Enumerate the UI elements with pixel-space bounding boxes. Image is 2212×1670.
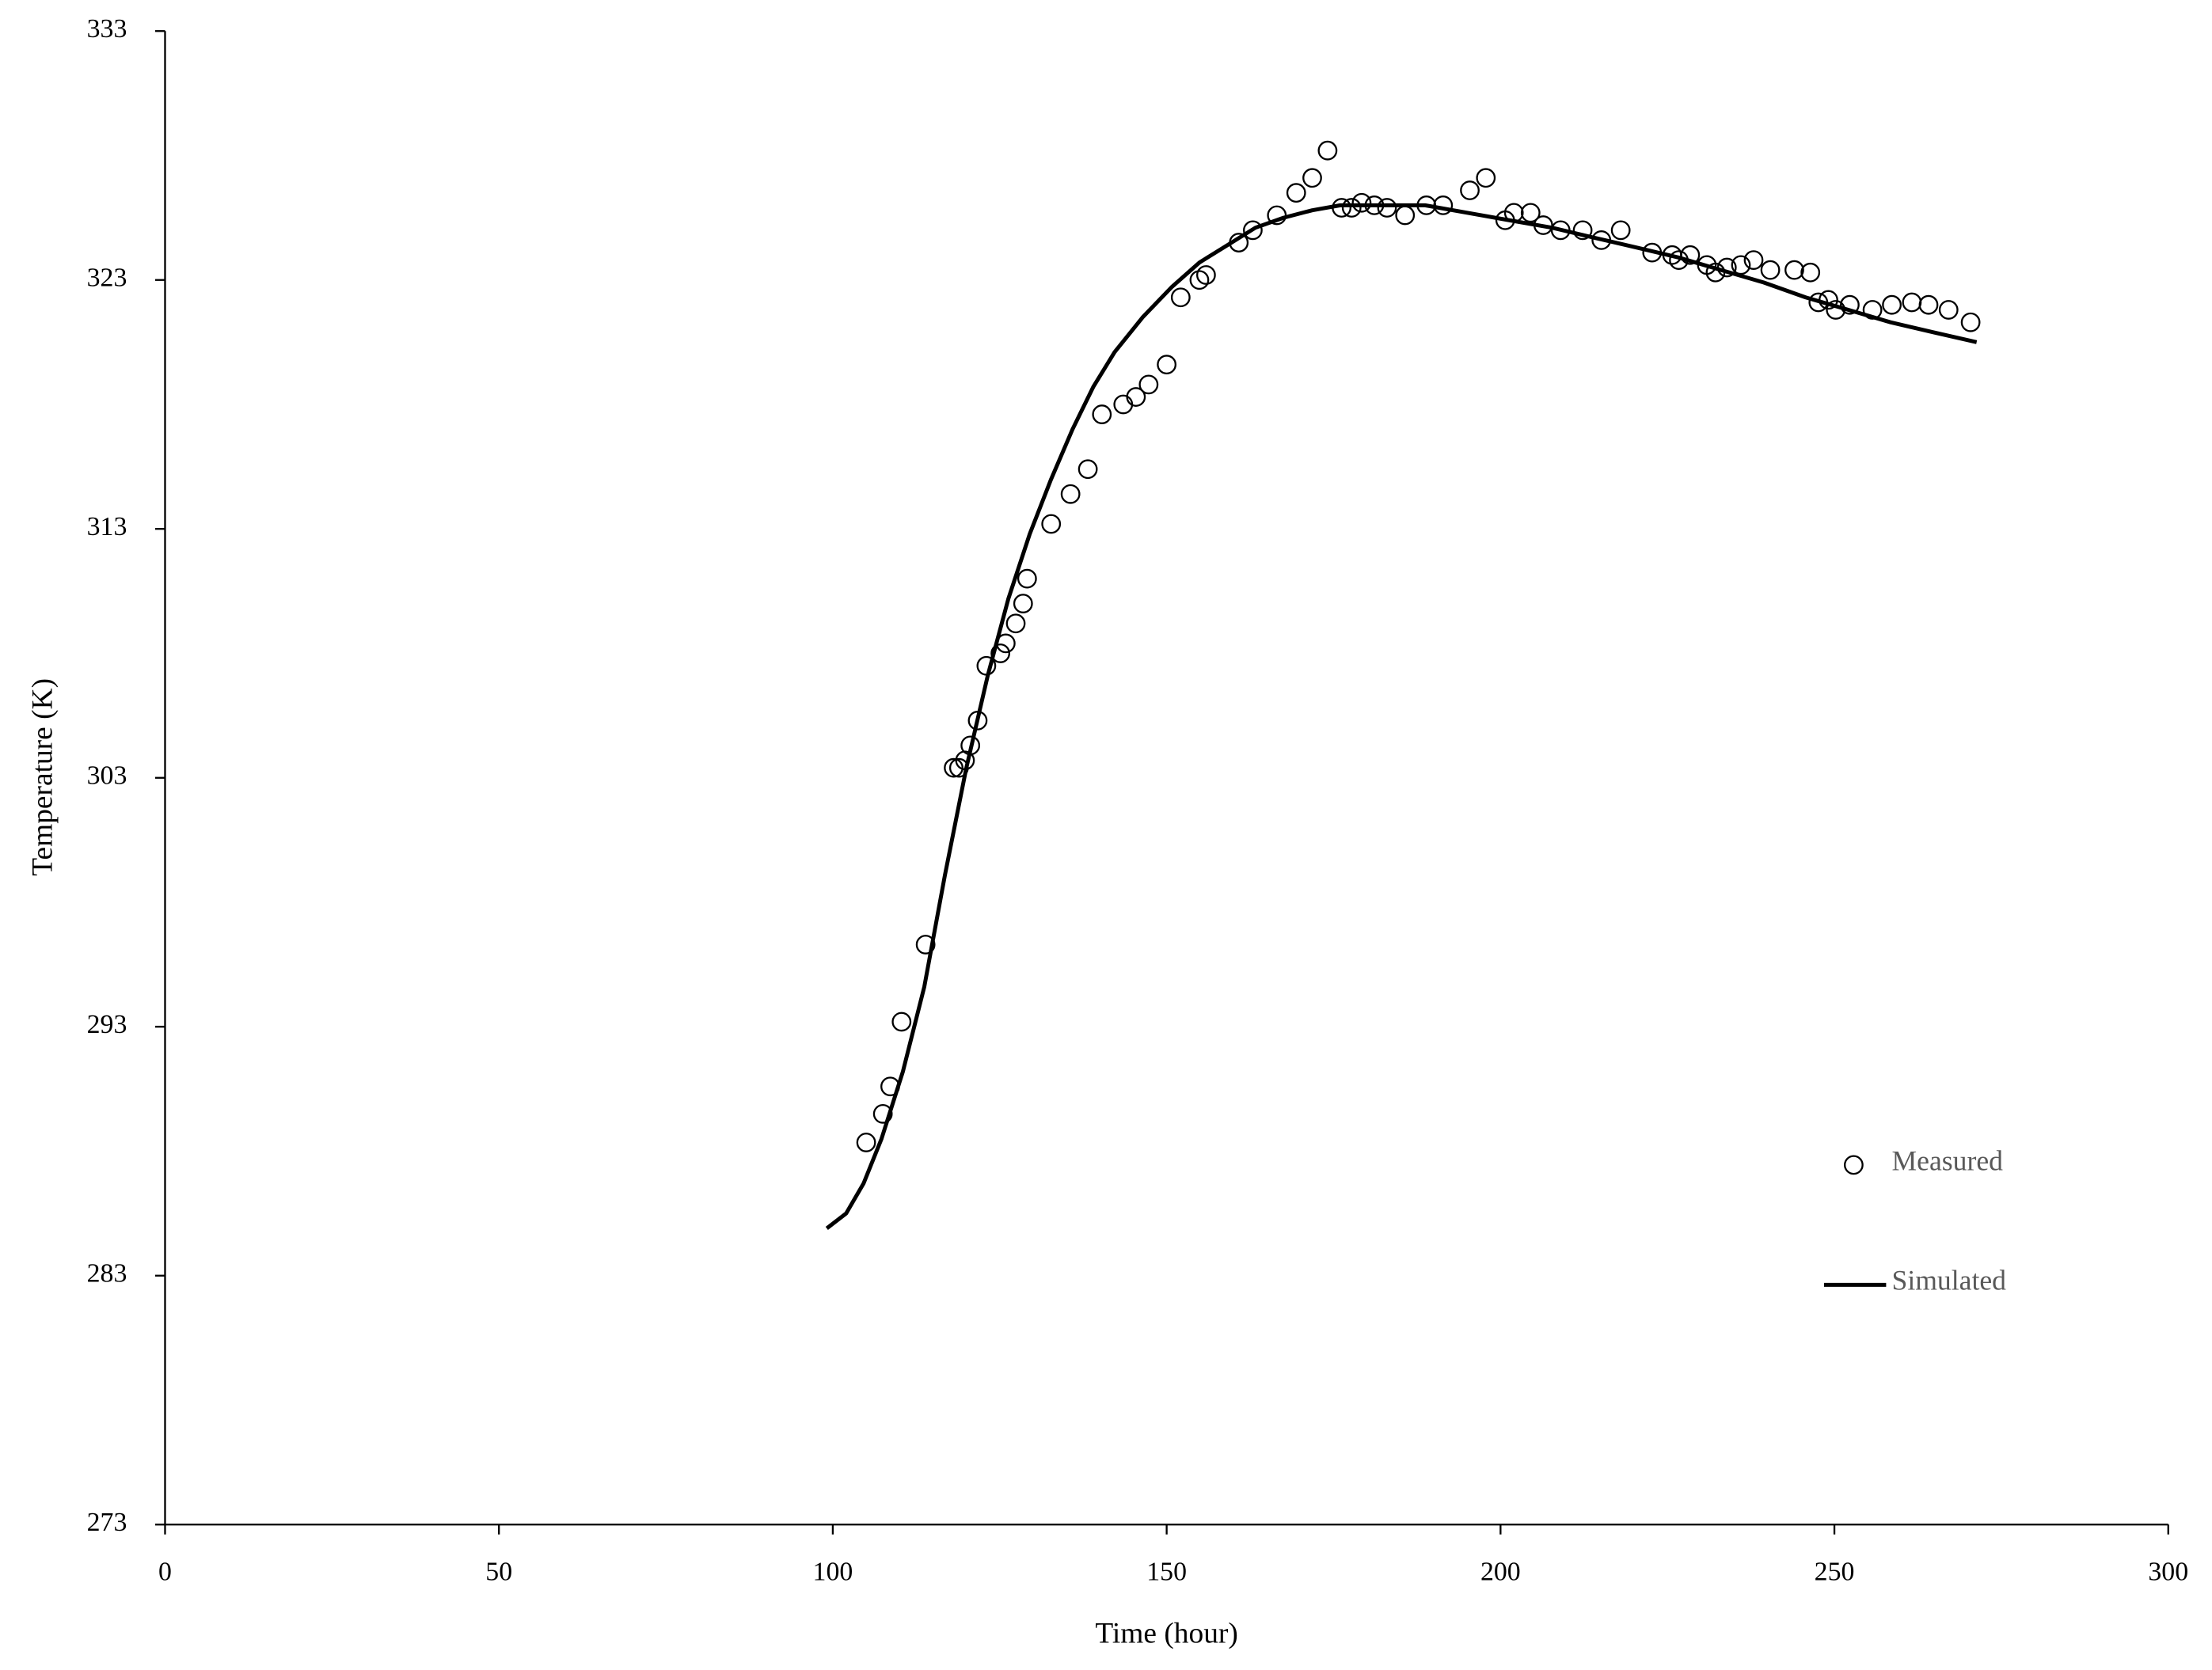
y-tick-label: 283	[87, 1259, 127, 1289]
y-tick-label: 273	[87, 1508, 127, 1537]
measured-point	[1113, 394, 1134, 415]
measured-point	[1960, 312, 1981, 332]
measured-point	[1060, 484, 1081, 504]
measured-point	[1800, 262, 1821, 283]
measured-point	[1882, 294, 1902, 315]
measured-point	[1743, 250, 1764, 270]
measured-point	[944, 757, 963, 778]
measured-point	[1351, 192, 1372, 213]
y-tick-label: 293	[87, 1010, 127, 1039]
measured-point	[1092, 404, 1112, 424]
measured-point	[1317, 140, 1338, 161]
x-tick-label: 50	[485, 1557, 512, 1586]
measured-point	[1377, 198, 1397, 218]
x-tick-label: 150	[1146, 1557, 1187, 1586]
legend-label: Simulated	[1892, 1265, 2007, 1296]
measured-point	[1840, 294, 1860, 315]
measured-point	[1013, 594, 1033, 613]
y-tick-label: 323	[87, 264, 127, 293]
legend-swatch	[1844, 1155, 1864, 1175]
x-tick-label: 200	[1480, 1557, 1521, 1586]
measured-point	[1126, 387, 1146, 407]
measured-point	[1017, 568, 1037, 589]
measured-point	[1302, 168, 1322, 188]
measured-point	[1170, 287, 1191, 308]
measured-point	[1077, 459, 1098, 480]
measured-point	[1520, 203, 1541, 223]
measured-point	[1610, 220, 1631, 241]
measured-point	[1157, 355, 1177, 375]
x-tick-label: 0	[158, 1557, 172, 1586]
measured-point	[915, 935, 936, 955]
measured-point	[1760, 260, 1781, 280]
measured-point	[1395, 205, 1416, 226]
measured-point	[1195, 265, 1216, 285]
measured-point	[1341, 198, 1362, 218]
measured-point	[1784, 260, 1804, 280]
measured-point	[1460, 180, 1480, 200]
measured-point	[872, 1103, 893, 1124]
simulated-line	[825, 203, 1978, 1230]
legend-label: Measured	[1892, 1144, 2004, 1176]
measured-point	[1680, 245, 1701, 265]
measured-point	[990, 643, 1010, 663]
measured-point	[1476, 168, 1496, 188]
measured-point	[1041, 514, 1062, 534]
measured-point	[1286, 183, 1306, 203]
measured-point	[1243, 220, 1263, 241]
y-tick-label: 303	[87, 761, 127, 791]
measured-point	[891, 1011, 912, 1032]
measured-point	[1902, 292, 1922, 313]
y-tick-label: 313	[87, 512, 127, 541]
measured-point	[1918, 294, 1939, 315]
measured-point	[1938, 300, 1959, 320]
measured-point	[1138, 374, 1159, 395]
x-tick-label: 250	[1815, 1557, 1855, 1586]
x-axis-title: Time (hour)	[1095, 1618, 1237, 1650]
measured-point	[1189, 270, 1210, 290]
measured-point	[856, 1133, 876, 1152]
y-axis-title: Temperature (K)	[27, 678, 59, 876]
x-tick-label: 100	[813, 1557, 853, 1586]
measured-point	[1005, 613, 1026, 634]
measured-point	[1572, 220, 1593, 241]
y-tick-label: 333	[87, 14, 127, 44]
x-tick-label: 300	[2148, 1557, 2188, 1586]
